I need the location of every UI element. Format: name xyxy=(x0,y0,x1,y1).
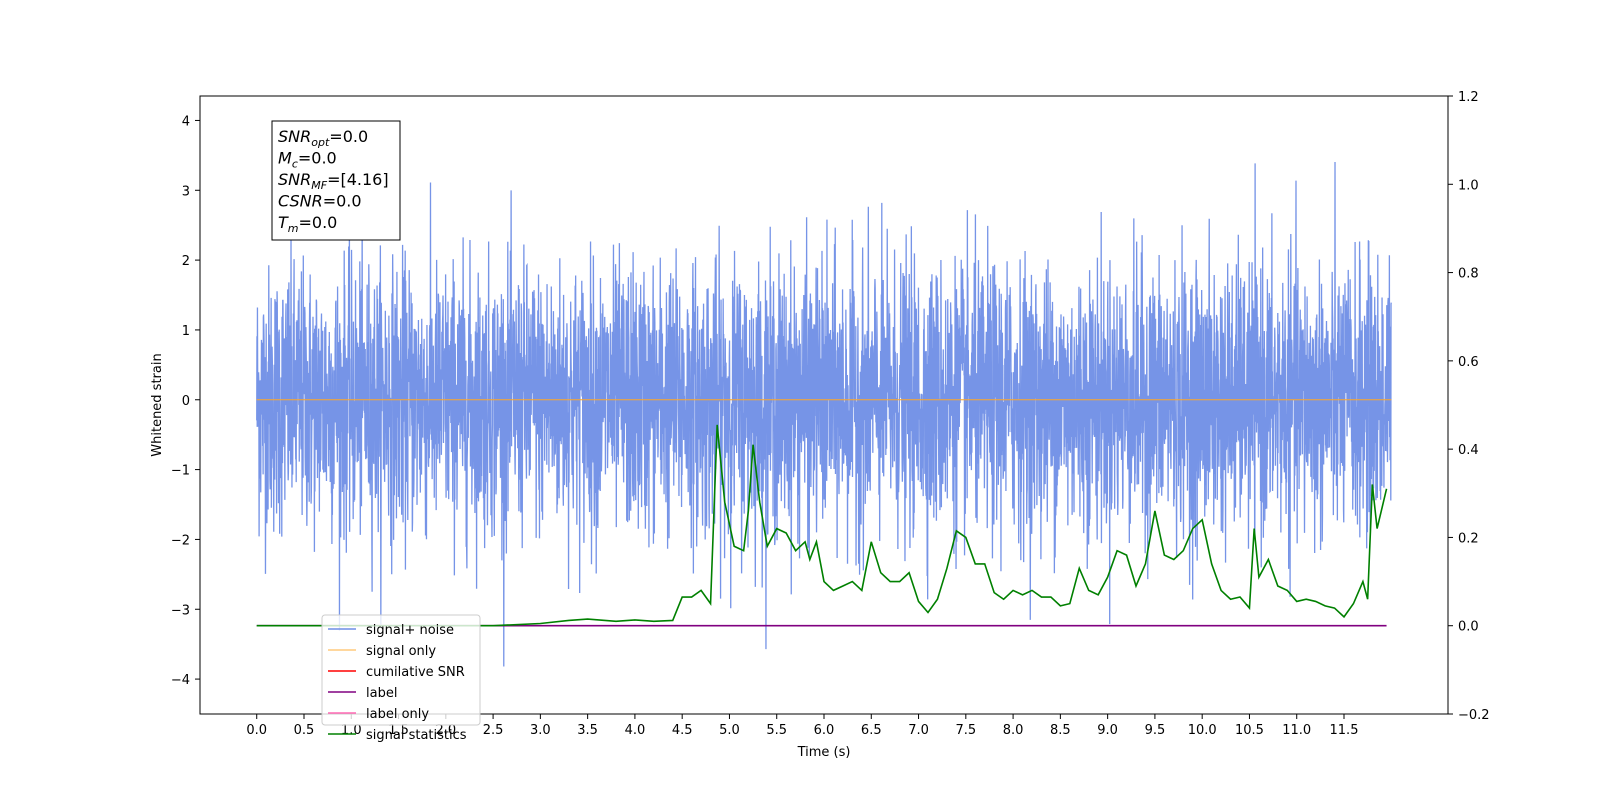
x-tick-label: 7.0 xyxy=(908,723,929,738)
x-tick-label: 5.0 xyxy=(719,723,740,738)
y2-tick-label: −0.2 xyxy=(1458,708,1490,723)
x-tick-label: 3.0 xyxy=(530,723,551,738)
x-tick-label: 5.5 xyxy=(766,723,787,738)
y2-tick-label: 0.0 xyxy=(1458,620,1479,635)
legend-frame xyxy=(321,614,481,726)
x-tick-label: 9.5 xyxy=(1145,723,1166,738)
y2-tick-label: 0.2 xyxy=(1458,531,1479,546)
info-line: Mc=0.0 xyxy=(278,149,337,171)
y2-tick-label: 0.8 xyxy=(1458,267,1479,282)
y-tick-label: −3 xyxy=(171,603,190,618)
x-tick-label: 4.5 xyxy=(672,723,693,738)
series-signal-statistics-line xyxy=(256,424,1388,627)
info-line: SNRopt=0.0 xyxy=(278,127,368,149)
info-box-frame xyxy=(271,120,401,241)
y-tick-label: 0 xyxy=(182,394,190,409)
legend-entry-label: signal statistics xyxy=(366,728,467,743)
info-line: SNRMF=[4.16] xyxy=(278,170,389,192)
legend: signal+ noise signal only cumilative SNR la… xyxy=(321,614,481,743)
x-tick-label: 8.5 xyxy=(1050,723,1071,738)
y-tick-label: 3 xyxy=(182,184,190,199)
x-tick-label: 11.0 xyxy=(1282,723,1311,738)
y-axis-label: Whitened strain xyxy=(150,353,165,456)
x-tick-label: 10.5 xyxy=(1235,723,1264,738)
axes: 0.0 0.5 1.0 1.5 2.0 2.5 3.0 3.5 4.0 4.5 5.0 5.5 6.0 6… xyxy=(171,90,1490,738)
legend-entry-label: signal+ noise xyxy=(366,623,454,638)
x-tick-label: 4.0 xyxy=(625,723,646,738)
x-tick-label: 0.5 xyxy=(294,723,315,738)
legend-entry-label: cumilative SNR xyxy=(366,665,465,680)
legend-entry-label: label only xyxy=(366,707,429,722)
y2-tick-label: 1.0 xyxy=(1458,178,1479,193)
legend-entry-label: label xyxy=(366,686,397,701)
x-tick-label: 11.5 xyxy=(1330,723,1359,738)
x-tick-label: 8.0 xyxy=(1003,723,1024,738)
x-tick-label: 6.0 xyxy=(814,723,835,738)
x-tick-label: 9.0 xyxy=(1097,723,1118,738)
x-tick-label: 1.5 xyxy=(388,723,409,738)
y2-tick-label: 1.2 xyxy=(1458,90,1479,105)
x-tick-label: 0.0 xyxy=(246,723,267,738)
info-line: CSNR=0.0 xyxy=(278,192,362,211)
series-signal-noise-line xyxy=(256,162,1392,667)
y2-tick-label: 0.6 xyxy=(1458,355,1479,370)
x-tick-label: 2.0 xyxy=(435,723,456,738)
info-line: Tm=0.0 xyxy=(278,213,337,235)
x-tick-label: 10.0 xyxy=(1188,723,1217,738)
x-tick-label: 3.5 xyxy=(577,723,598,738)
y-tick-label: 4 xyxy=(182,114,190,129)
legend-entry-label: signal only xyxy=(366,644,436,659)
y-tick-label: 2 xyxy=(182,254,190,269)
y-tick-label: 1 xyxy=(182,324,190,339)
x-tick-label: 7.5 xyxy=(955,723,976,738)
y-tick-label: −2 xyxy=(171,533,190,548)
y-tick-label: −1 xyxy=(171,464,190,479)
y2-tick-label: 0.4 xyxy=(1458,443,1479,458)
y-tick-label: −4 xyxy=(171,673,190,688)
x-tick-label: 2.5 xyxy=(483,723,504,738)
x-tick-label: 6.5 xyxy=(861,723,882,738)
x-axis-label: Time (s) xyxy=(797,745,851,760)
